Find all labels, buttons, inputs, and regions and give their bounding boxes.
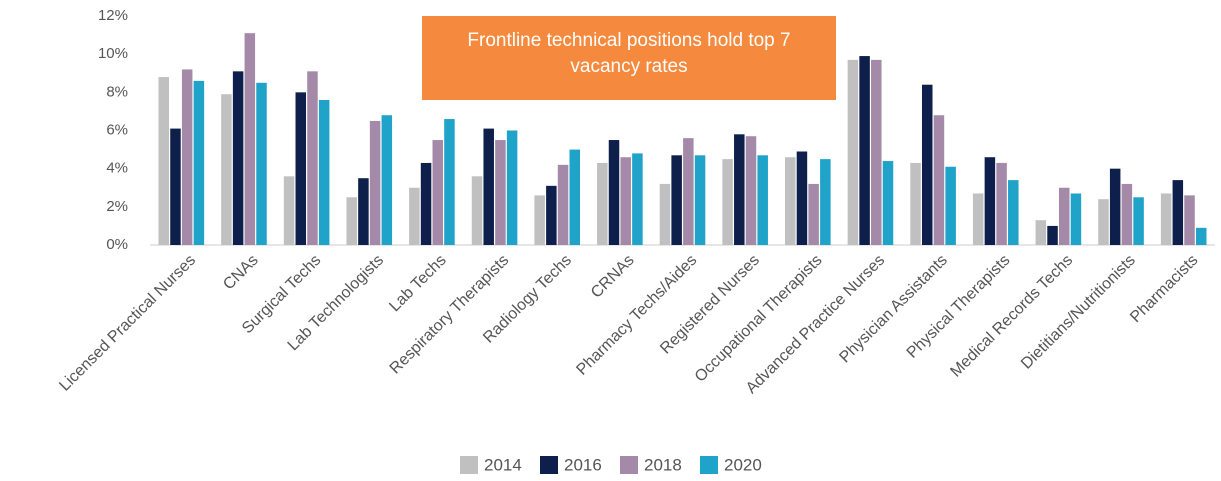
x-tick-label: Physician Assistants bbox=[836, 252, 951, 367]
bar bbox=[420, 162, 432, 245]
x-tick-label: Dietitians/Nutritionists bbox=[1018, 252, 1139, 373]
bar bbox=[796, 151, 808, 245]
x-tick-label: Licensed Practical Nurses bbox=[56, 252, 199, 395]
bar bbox=[444, 119, 455, 245]
y-tick-label: 4% bbox=[106, 160, 128, 177]
bar bbox=[871, 59, 882, 246]
bar bbox=[295, 92, 307, 245]
legend-label: 2020 bbox=[724, 455, 762, 474]
x-tick-label: Physical Therapists bbox=[904, 252, 1014, 362]
bar bbox=[170, 128, 181, 245]
x-tick-label: CNAs bbox=[220, 252, 262, 294]
bar bbox=[1133, 197, 1144, 245]
bar bbox=[358, 178, 369, 245]
x-tick-label: Respiratory Therapists bbox=[387, 252, 513, 378]
bar bbox=[632, 153, 643, 245]
bar bbox=[506, 130, 518, 245]
x-tick-label: Lab Techs bbox=[386, 252, 449, 315]
bar bbox=[181, 69, 193, 245]
bar bbox=[244, 33, 256, 245]
bar bbox=[369, 120, 381, 245]
bar bbox=[1172, 180, 1184, 245]
x-tick-label: Pharmacists bbox=[1127, 252, 1201, 326]
bar bbox=[808, 183, 819, 245]
y-tick-label: 0% bbox=[106, 236, 128, 253]
bar bbox=[859, 56, 870, 246]
bar bbox=[597, 162, 608, 245]
bar bbox=[471, 176, 483, 245]
bar bbox=[757, 155, 768, 245]
y-tick-label: 12% bbox=[98, 7, 128, 24]
x-tick-label: CRNAs bbox=[588, 252, 638, 302]
y-tick-label: 10% bbox=[98, 45, 128, 62]
bar bbox=[1184, 195, 1195, 245]
bar bbox=[945, 166, 956, 245]
bar bbox=[882, 161, 894, 245]
legend-label: 2016 bbox=[564, 455, 602, 474]
bar bbox=[483, 128, 494, 245]
bar bbox=[1109, 168, 1121, 245]
bar bbox=[1070, 193, 1082, 245]
y-tick-label: 8% bbox=[106, 83, 128, 100]
bar bbox=[745, 136, 757, 245]
bar bbox=[283, 176, 295, 245]
bar bbox=[608, 140, 620, 245]
bar bbox=[972, 193, 984, 245]
x-tick-label: Occupational Therapists bbox=[692, 252, 826, 386]
bar bbox=[232, 71, 244, 245]
bar bbox=[984, 157, 996, 245]
bar bbox=[1047, 225, 1058, 245]
bar bbox=[1098, 199, 1109, 245]
bar bbox=[158, 77, 170, 245]
bar bbox=[659, 183, 671, 245]
bar bbox=[921, 84, 933, 245]
bar bbox=[495, 140, 506, 245]
legend-swatch bbox=[540, 456, 558, 474]
y-tick-label: 2% bbox=[106, 198, 128, 215]
legend-label: 2018 bbox=[644, 455, 682, 474]
legend-swatch bbox=[460, 456, 478, 474]
bar bbox=[318, 99, 330, 245]
bar bbox=[193, 80, 205, 245]
bar bbox=[784, 157, 796, 245]
x-tick-label: Pharmacy Techs/Aides bbox=[573, 252, 700, 379]
legend-swatch bbox=[620, 456, 638, 474]
bar bbox=[569, 149, 581, 245]
bar bbox=[432, 140, 444, 245]
bar bbox=[933, 115, 945, 245]
bar bbox=[381, 115, 393, 245]
bar bbox=[534, 195, 545, 245]
bar bbox=[1160, 193, 1172, 245]
bar bbox=[557, 164, 569, 245]
bar bbox=[671, 155, 682, 245]
bar bbox=[1195, 227, 1207, 245]
bar bbox=[996, 162, 1007, 245]
legend-swatch bbox=[700, 456, 718, 474]
bar bbox=[1035, 220, 1047, 245]
bar bbox=[1121, 183, 1133, 245]
bar bbox=[1008, 180, 1019, 245]
bar bbox=[820, 159, 831, 245]
y-tick-label: 6% bbox=[106, 121, 128, 138]
bar bbox=[346, 197, 357, 245]
bar bbox=[221, 94, 232, 245]
bar bbox=[694, 155, 706, 245]
annotation: Frontline technical positions hold top 7… bbox=[422, 16, 836, 100]
bar bbox=[847, 59, 859, 246]
legend-label: 2014 bbox=[484, 455, 522, 474]
bar bbox=[256, 82, 267, 246]
bar bbox=[722, 159, 733, 245]
bar bbox=[409, 187, 420, 245]
bar bbox=[683, 138, 694, 245]
bar bbox=[546, 185, 557, 245]
bar bbox=[1058, 187, 1070, 245]
bar bbox=[910, 162, 921, 245]
x-tick-label: Medical Records Techs bbox=[947, 252, 1076, 381]
bar bbox=[620, 157, 631, 245]
bar bbox=[734, 134, 745, 245]
bar bbox=[307, 71, 318, 245]
